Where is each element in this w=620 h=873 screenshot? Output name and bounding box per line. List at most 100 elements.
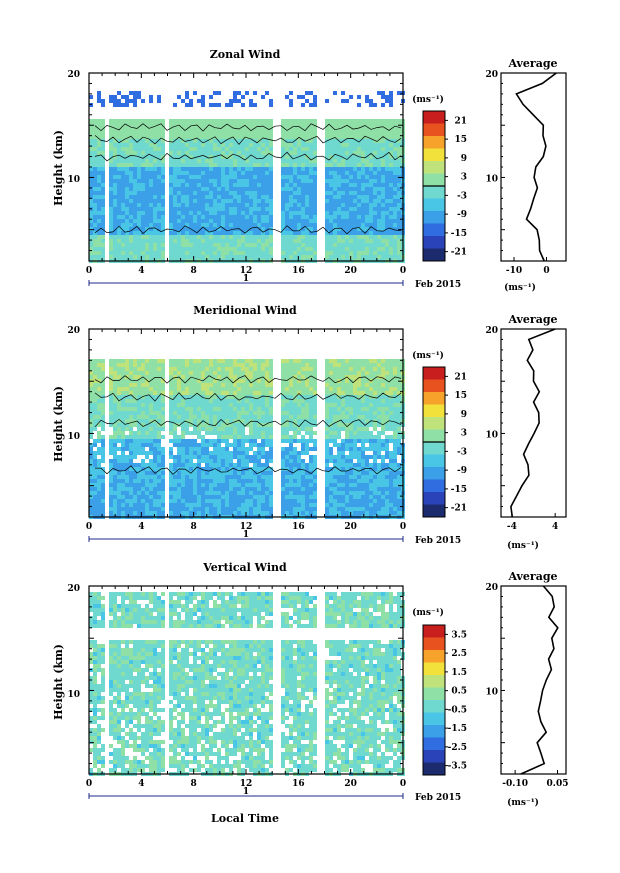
heatmap-cell [161, 227, 165, 231]
heatmap-cell [289, 375, 293, 379]
heatmap-cell [101, 471, 105, 475]
heatmap-cell [121, 359, 125, 363]
heatmap-cell [337, 243, 341, 247]
xtick-label: 4 [138, 266, 144, 276]
heatmap-cell [213, 131, 217, 135]
heatmap-cell [129, 475, 133, 479]
heatmap-cell [157, 227, 161, 231]
heatmap-cell [141, 183, 145, 187]
heatmap-cell [229, 367, 233, 371]
heatmap-cell [153, 383, 157, 387]
heatmap-cell [285, 151, 289, 155]
heatmap-cell [185, 367, 189, 371]
heatmap-cell [249, 495, 253, 499]
heatmap-cell [325, 127, 329, 131]
heatmap-cell [365, 219, 369, 223]
heatmap-cell [181, 447, 185, 451]
heatmap-cell [177, 487, 181, 491]
heatmap-cell [141, 207, 145, 211]
heatmap-cell [297, 487, 301, 491]
heatmap-cell [109, 139, 113, 143]
heatmap-cell [249, 363, 253, 367]
heatmap-cell [177, 147, 181, 151]
heatmap-cell [249, 163, 253, 167]
heatmap-cell [393, 255, 397, 259]
heatmap-cell [213, 143, 217, 147]
heatmap-cell [297, 511, 301, 515]
heatmap-cell [181, 363, 185, 367]
heatmap-cell [237, 219, 241, 223]
heatmap-cell [93, 187, 97, 191]
heatmap-cell [385, 175, 389, 179]
heatmap-cell [397, 183, 401, 187]
heatmap-cell [289, 423, 293, 427]
heatmap-cell [189, 123, 193, 127]
heatmap-cell [221, 139, 225, 143]
heatmap-cell [389, 135, 393, 139]
heatmap-cell [157, 171, 161, 175]
heatmap-cell [261, 407, 265, 411]
heatmap-cell [185, 231, 189, 235]
heatmap-cell [161, 155, 165, 159]
heatmap-cell [233, 439, 237, 443]
heatmap-cell [293, 239, 297, 243]
heatmap-cell [229, 147, 233, 151]
heatmap-cell [229, 363, 233, 367]
heatmap-cell [229, 223, 233, 227]
heatmap-cell [217, 231, 221, 235]
heatmap-cell [221, 223, 225, 227]
heatmap-cell [305, 235, 309, 239]
heatmap-cell [249, 479, 253, 483]
heatmap-cell [325, 175, 329, 179]
heatmap-cell [217, 227, 221, 231]
heatmap-cell [265, 443, 269, 447]
heatmap-cell [265, 407, 269, 411]
heatmap-cell [205, 491, 209, 495]
heatmap-cell [285, 131, 289, 135]
heatmap-cell [381, 227, 385, 231]
heatmap-cell [313, 395, 317, 399]
heatmap-cell [161, 459, 165, 463]
heatmap-cell [241, 247, 245, 251]
heatmap-cell [281, 479, 285, 483]
heatmap-cell [333, 171, 337, 175]
heatmap-cell [253, 243, 257, 247]
heatmap-cell [201, 123, 205, 127]
heatmap-cell [325, 403, 329, 407]
heatmap-cell [297, 227, 301, 231]
heatmap-cell [241, 143, 245, 147]
heatmap-cell [229, 467, 233, 471]
heatmap-cell [93, 483, 97, 487]
heatmap-cell [137, 447, 141, 451]
heatmap-cell [173, 119, 177, 123]
heatmap-cell [281, 151, 285, 155]
heatmap-cell [229, 463, 233, 467]
heatmap-cell [125, 139, 129, 143]
heatmap-cell [193, 235, 197, 239]
heatmap-cell [361, 223, 365, 227]
heatmap-cell [349, 231, 353, 235]
heatmap-cell [369, 123, 373, 127]
heatmap-cell [177, 423, 181, 427]
heatmap-cell [161, 127, 165, 131]
heatmap-cell [221, 459, 225, 463]
heatmap-cell [237, 159, 241, 163]
heatmap-cell [125, 447, 129, 451]
heatmap-cell [365, 179, 369, 183]
heatmap-cell [313, 375, 317, 379]
heatmap-cell [265, 251, 269, 255]
heatmap-cell [213, 447, 217, 451]
heatmap-cell [177, 403, 181, 407]
heatmap-cell [301, 231, 305, 235]
heatmap-cell [269, 231, 273, 235]
heatmap-cell [169, 507, 173, 511]
heatmap-cell [93, 163, 97, 167]
heatmap-cell [133, 183, 137, 187]
heatmap-cell [313, 247, 317, 251]
heatmap-cell [241, 359, 245, 363]
heatmap-cell [169, 203, 173, 207]
heatmap-cell [241, 191, 245, 195]
heatmap-cell [233, 135, 237, 139]
heatmap-cell [285, 427, 289, 431]
heatmap-cell [193, 219, 197, 223]
